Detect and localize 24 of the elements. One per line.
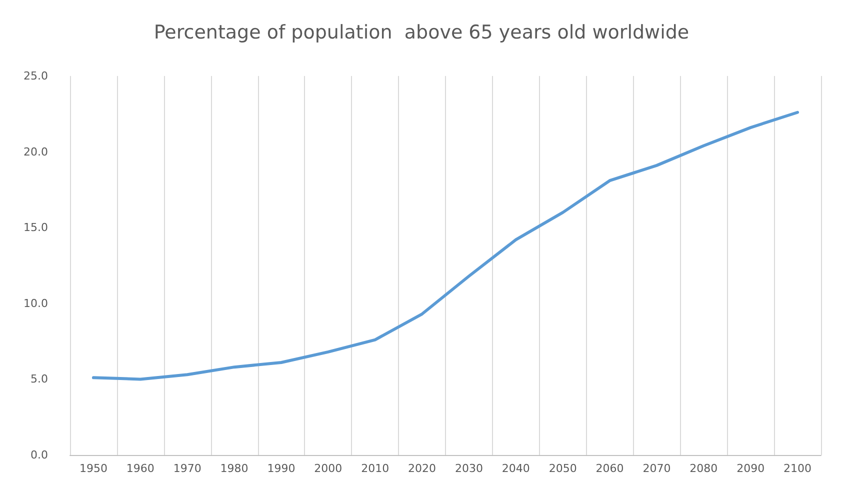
x-tick-label: 2060 — [596, 462, 624, 475]
y-tick-label: 0.0 — [30, 448, 48, 462]
y-tick-label: 25.0 — [24, 70, 48, 82]
y-tick-label: 10.0 — [24, 296, 48, 310]
line-series — [92, 110, 800, 381]
x-tick-label: 2090 — [736, 462, 765, 475]
x-tick-label: 2050 — [548, 462, 577, 475]
x-tick-label: 2030 — [454, 462, 483, 475]
y-tick-label: 20.0 — [24, 145, 48, 158]
x-tick-label: 2100 — [784, 462, 812, 475]
x-tick-label: 1950 — [79, 462, 108, 475]
x-tick-label: 1970 — [173, 462, 202, 475]
x-tick-label: 2010 — [361, 462, 390, 475]
x-tick-label: 1980 — [220, 462, 248, 475]
chart-title: Percentage of population above 65 years old worldwide — [154, 22, 690, 44]
x-tick-label: 1960 — [126, 462, 154, 475]
y-tick-label: 15.0 — [24, 221, 48, 234]
y-tick-label: 5.0 — [30, 372, 48, 386]
x-tick-label: 2070 — [642, 462, 671, 475]
x-tick-label: 2080 — [690, 462, 718, 475]
x-tick-label: 2020 — [408, 462, 436, 475]
x-tick-label: 2040 — [502, 462, 530, 475]
x-tick-label: 1990 — [267, 462, 296, 475]
x-tick-label: 2000 — [314, 462, 342, 475]
